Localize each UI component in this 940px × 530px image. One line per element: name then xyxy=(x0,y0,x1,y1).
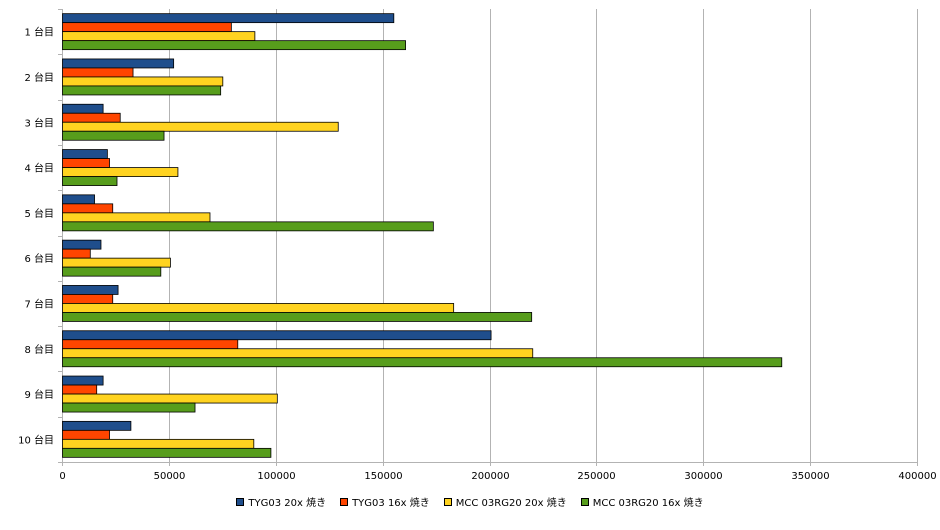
bar xyxy=(62,339,239,350)
bar xyxy=(62,212,211,223)
bar xyxy=(62,76,224,87)
y-tick-label: 1 台目 xyxy=(24,26,54,39)
x-tick-label: 350000 xyxy=(791,471,829,482)
bar xyxy=(62,348,534,359)
legend-swatch xyxy=(236,497,245,506)
y-tick-label: 2 台目 xyxy=(24,71,54,84)
x-tick-label: 200000 xyxy=(471,471,509,482)
x-tick-label: 400000 xyxy=(898,471,936,482)
bar xyxy=(62,294,114,304)
bar xyxy=(62,40,406,51)
legend-label: MCC 03RG20 16x 焼き xyxy=(592,498,704,509)
bar xyxy=(62,357,783,368)
x-tick-label: 250000 xyxy=(577,471,615,482)
bar xyxy=(62,22,232,33)
y-tick-label: 6 台目 xyxy=(24,252,54,265)
x-tick-label: 150000 xyxy=(364,471,402,482)
bar xyxy=(62,221,434,232)
bar-chart-plot: 0 50000 100000 150000 200000 250000 300000 3500… xyxy=(18,9,937,482)
bar xyxy=(62,67,134,78)
bar xyxy=(62,312,533,322)
bar xyxy=(62,58,175,69)
bar xyxy=(62,85,222,96)
y-tick-label: 7 台目 xyxy=(24,297,54,310)
legend-swatch xyxy=(340,497,349,506)
legend-item: MCC 03RG20 16x 焼き xyxy=(580,494,704,509)
bar xyxy=(62,420,132,431)
bar xyxy=(62,447,272,458)
legend-swatch xyxy=(443,497,452,506)
bar xyxy=(62,158,110,168)
bar xyxy=(62,176,118,186)
y-tick-label: 3 台目 xyxy=(24,116,54,129)
bar xyxy=(62,167,179,177)
x-tick-label: 100000 xyxy=(257,471,295,482)
legend-swatch xyxy=(580,497,589,506)
y-tick-label: 9 台目 xyxy=(24,388,54,401)
bar xyxy=(62,121,339,132)
bar xyxy=(62,103,104,114)
bar xyxy=(62,402,196,413)
y-tick-label: 10 台目 xyxy=(18,433,54,446)
bar xyxy=(62,330,492,341)
bar xyxy=(62,393,278,404)
y-tick-label: 5 台目 xyxy=(24,207,54,220)
legend-label: TYG03 20x 焼き xyxy=(248,498,327,509)
legend-label: TYG03 16x 焼き xyxy=(352,498,430,509)
x-tick-label: 300000 xyxy=(684,471,722,482)
bar xyxy=(62,13,395,24)
bar xyxy=(62,203,114,214)
bar xyxy=(62,130,165,141)
bar xyxy=(62,438,255,449)
bar xyxy=(62,285,119,295)
bar xyxy=(62,31,256,42)
y-tick-label: 4 台目 xyxy=(24,162,54,175)
legend-item: TYG03 20x 焼き xyxy=(236,494,326,509)
x-tick-label: 50000 xyxy=(154,471,186,482)
bar xyxy=(62,384,98,395)
legend: TYG03 20x 焼き TYG03 16x 焼き MCC 03RG20 20x 焼… xyxy=(0,494,940,509)
bar xyxy=(62,194,95,205)
bar xyxy=(62,266,162,277)
bar xyxy=(62,257,171,268)
bar xyxy=(62,429,110,440)
bar xyxy=(62,248,91,259)
bar xyxy=(62,375,104,386)
legend-item: TYG03 16x 焼き xyxy=(340,494,430,509)
legend-item: MCC 03RG20 20x 焼き xyxy=(443,494,567,509)
bar xyxy=(62,303,455,313)
bar xyxy=(62,112,121,123)
legend-label: MCC 03RG20 20x 焼き xyxy=(455,498,567,509)
bar xyxy=(62,239,102,250)
x-tick-label: 0 xyxy=(59,471,65,482)
bar xyxy=(62,149,108,159)
y-tick-label: 8 台目 xyxy=(24,343,54,356)
